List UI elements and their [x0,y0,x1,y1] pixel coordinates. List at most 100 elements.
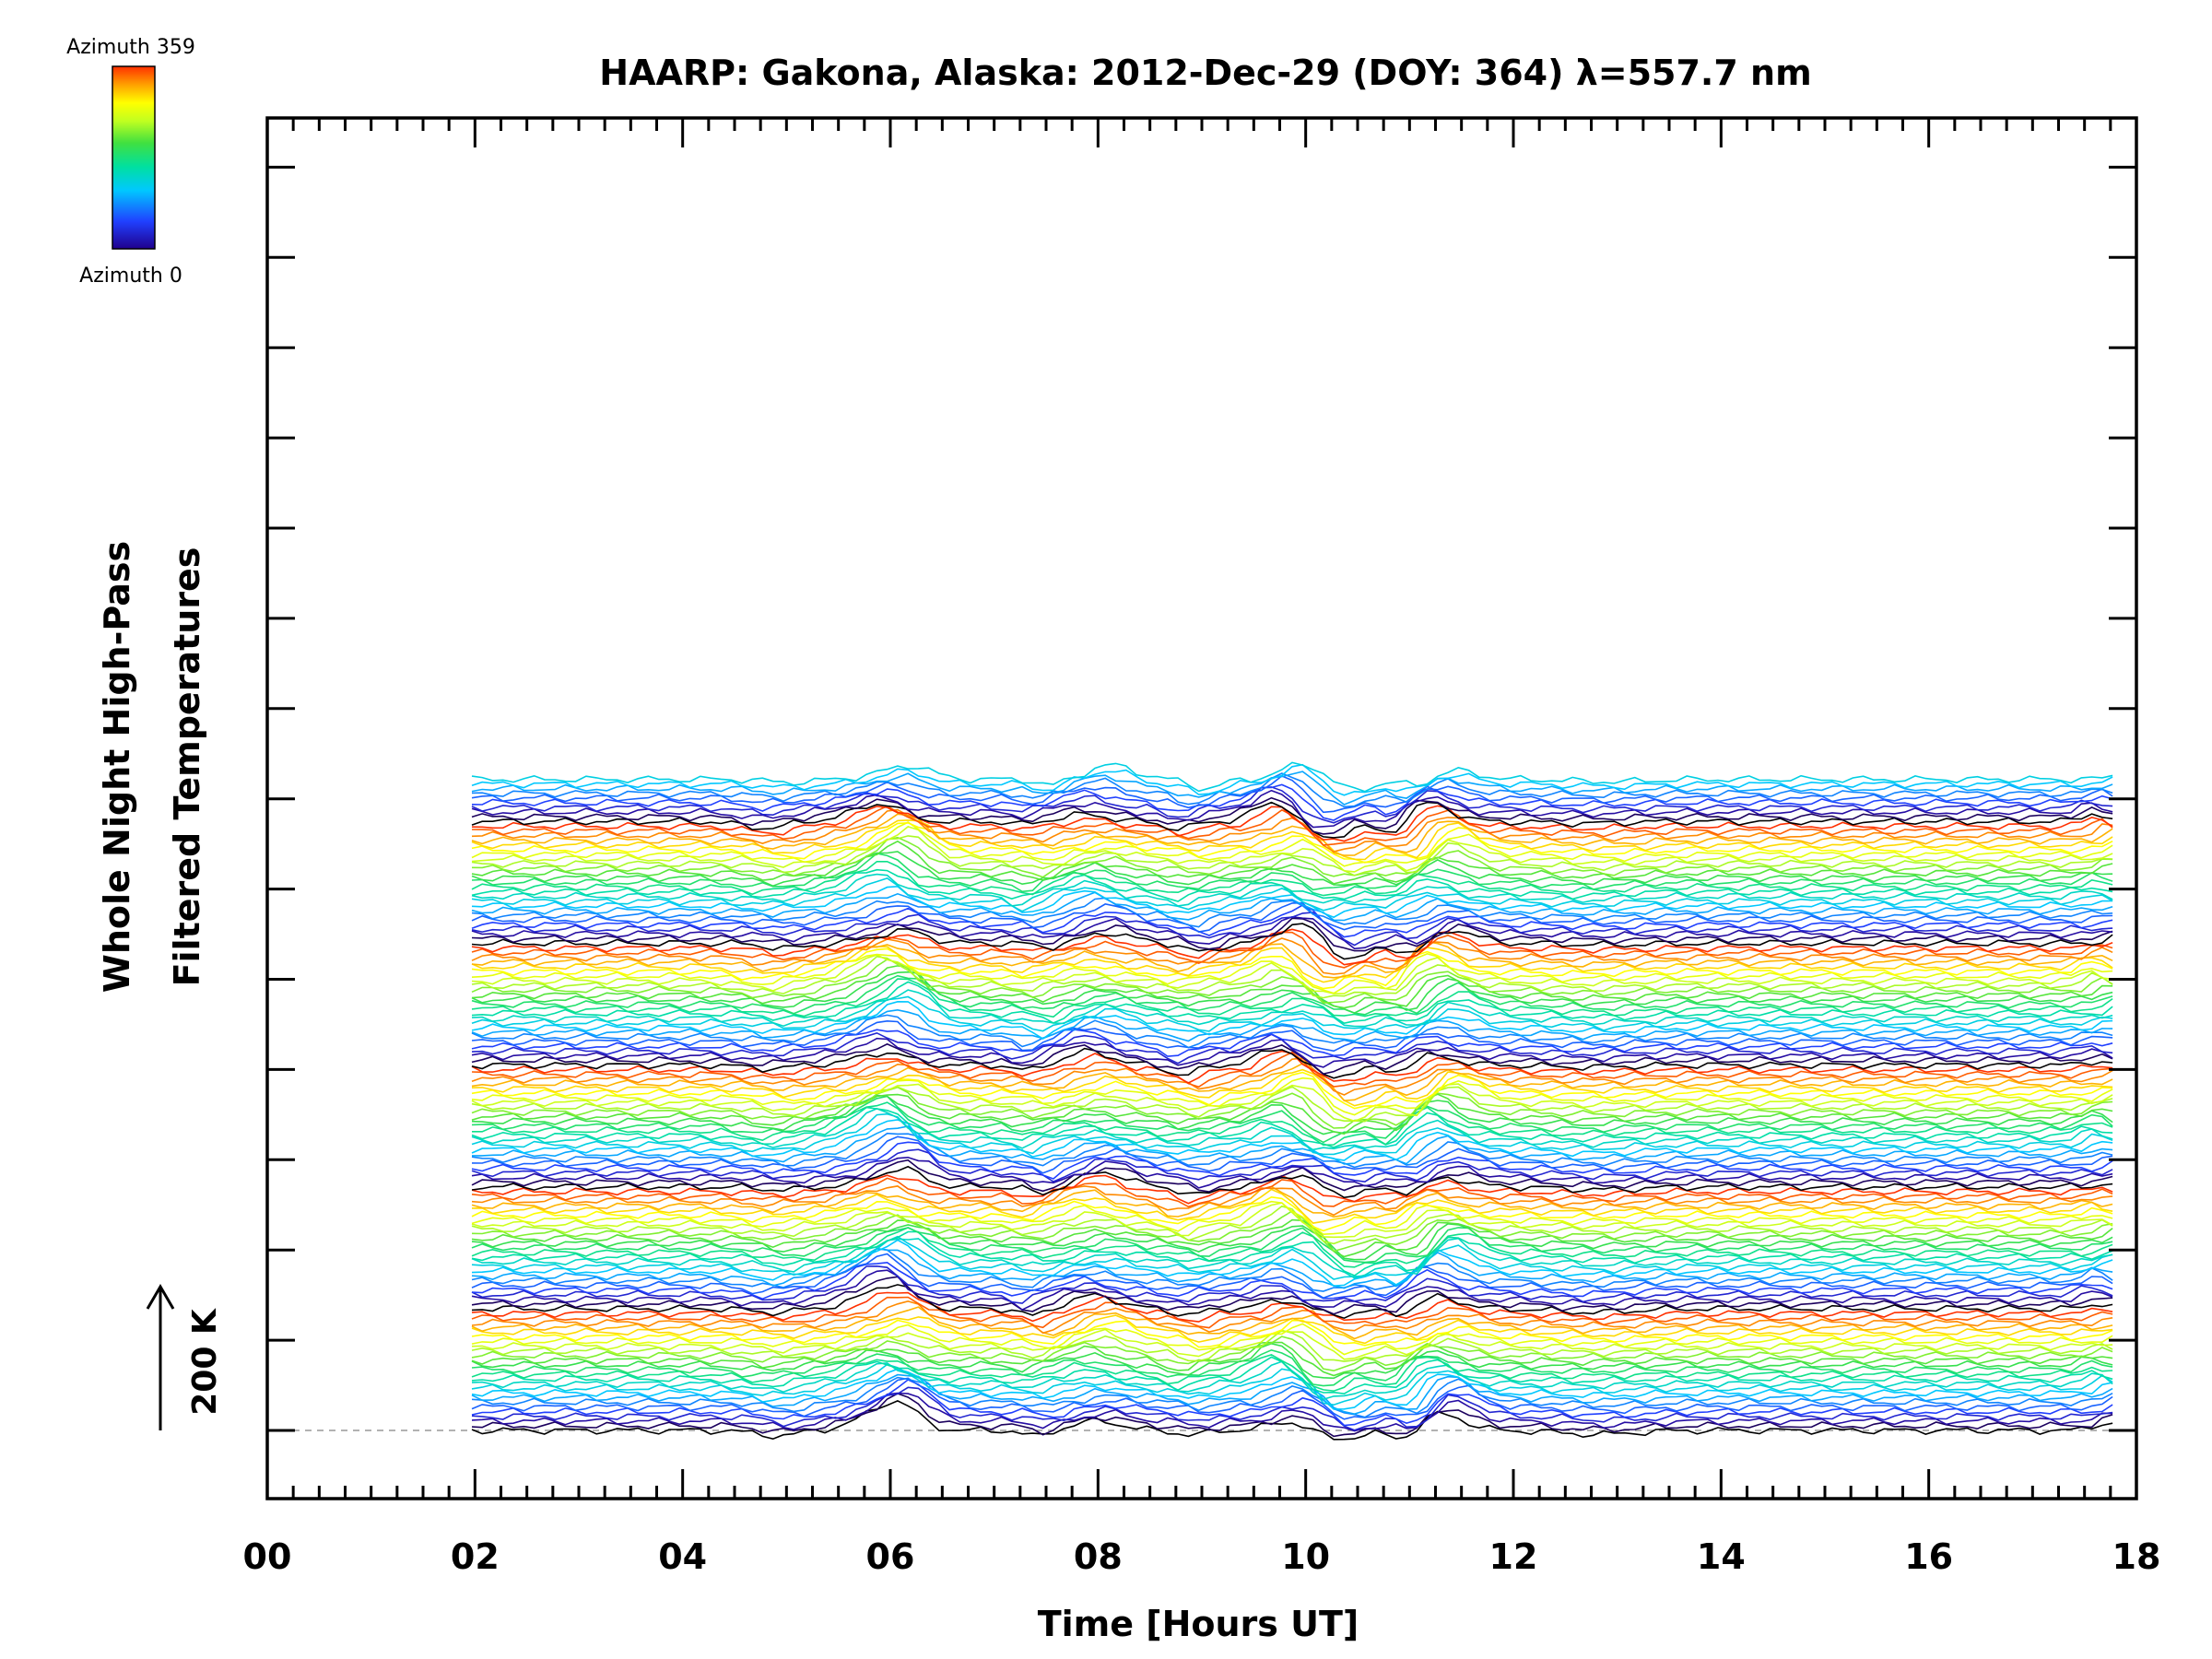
series-line [471,1348,2113,1387]
series-line [471,1008,2113,1042]
series-line [471,1093,2113,1135]
series-line [471,1195,2113,1232]
series-line [471,995,2113,1032]
series-line [471,947,2113,990]
x-axis-label: Time [Hours UT] [1038,1604,1359,1644]
series-line [471,813,2113,856]
series-line [471,1108,2113,1151]
series-line [471,1354,2113,1393]
series-line [471,1148,2113,1183]
series-line [471,989,2113,1028]
series-line [471,860,2113,897]
series-line [471,1356,2113,1395]
y-axis-label-line2: Filtered Temperatures [167,547,207,987]
series-line [471,1265,2113,1304]
series-line [471,1037,2113,1068]
series-line [471,1156,2113,1189]
x-tick-label: 08 [1074,1536,1123,1577]
series-line [471,851,2113,888]
series-line [471,1051,2113,1088]
series-line [471,1000,2113,1040]
series-line [471,953,2113,994]
series-line [471,819,2113,861]
series-line [471,1368,2113,1410]
series-line [471,836,2113,878]
series-line [471,1239,2113,1288]
series-line [471,1373,2113,1416]
series-line [471,946,2113,983]
series-line [471,1300,2113,1335]
x-tick-label: 00 [243,1536,292,1577]
colorbar-top-label: Azimuth 359 [66,36,195,59]
series-line [471,826,2113,873]
series-line [471,771,2113,806]
series-line [471,1247,2113,1292]
colorbar [112,65,156,250]
series-line [471,1112,2113,1156]
series-line [471,974,2113,1016]
series-line [471,1019,2113,1053]
series-line [471,783,2113,821]
x-tick-label: 04 [658,1536,707,1577]
series-line [471,796,2113,835]
series-line [471,1083,2113,1123]
series-line [471,774,2113,814]
series-line [471,1159,2113,1193]
series-line [471,877,2113,912]
series-line [471,1185,2113,1217]
series-line [471,1386,2113,1431]
series-line [471,1177,2113,1208]
series-line [471,965,2113,1009]
series-line [471,1235,2113,1280]
series-line [471,1095,2113,1144]
series-line [471,1392,2113,1432]
series-line [471,1291,2113,1323]
series-line [471,955,2113,999]
series-line [471,1377,2113,1420]
x-tick-label: 06 [866,1536,915,1577]
series-line [471,1185,2113,1218]
series-line [471,1202,2113,1239]
series-line [471,786,2113,824]
series-line [471,1071,2113,1110]
series-line [471,1341,2113,1377]
series-line [471,801,2113,839]
series-line [471,1063,2113,1102]
series-line [471,923,2113,960]
series-line [471,1042,2113,1075]
series-line [471,1135,2113,1174]
series-line [471,1376,2113,1418]
series-line [471,1174,2113,1205]
series-line [471,763,2113,796]
x-tick-label: 16 [1904,1536,1953,1577]
series-line [471,1077,2113,1116]
series-line [471,1296,2113,1329]
series-line [472,1125,2113,1165]
series-line [471,1057,2113,1096]
series-line [471,1106,2113,1148]
series-line [471,1132,2113,1169]
y-axis-label-line1: Whole Night High-Pass [97,541,137,993]
series-line [471,891,2113,922]
series-line [471,981,2113,1025]
x-tick-labels: 00 02 04 06 08 10 12 14 16 18 [243,1536,2161,1577]
series-line [471,1165,2113,1199]
series-line [471,1393,2113,1438]
series-group [471,761,2113,1441]
x-tick-label: 02 [451,1536,500,1577]
series-line [471,805,2113,846]
series-line [471,1230,2113,1277]
series-line [471,1237,2113,1279]
series-line [471,897,2113,928]
series-line [471,1227,2113,1268]
series-line [471,805,2113,842]
series-line [471,971,2113,1014]
series-line [471,1319,2113,1348]
x-tick-label: 12 [1489,1536,1538,1577]
chart-title: HAARP: Gakona, Alaska: 2012-Dec-29 (DOY:… [599,53,1811,93]
series-line [471,1047,2113,1079]
series-line [471,1014,2113,1049]
colorbar-bottom-label: Azimuth 0 [79,265,182,288]
ticks-group [265,118,2138,1499]
series-line [471,912,2113,947]
